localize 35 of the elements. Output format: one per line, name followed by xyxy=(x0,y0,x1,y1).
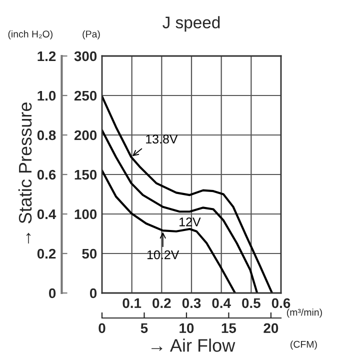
text: (CFM) xyxy=(290,340,317,350)
line-series xyxy=(102,129,258,293)
line-series xyxy=(102,170,236,293)
y2-tick-label: 0.8 xyxy=(37,130,56,140)
y-tick-label: 50 xyxy=(82,248,97,259)
y2-axis-title: (inch H₂O) xyxy=(8,30,52,40)
y2-tick-label: 0.6 xyxy=(37,170,56,180)
y-tick-label: 150 xyxy=(74,170,97,180)
y-axis-title: (Pa) xyxy=(82,30,100,40)
y2-tick-label: 0.4 xyxy=(37,209,56,220)
y-tick-label: 0 xyxy=(90,288,97,298)
text: → Static Pressure xyxy=(18,102,32,244)
x2-tick-label: 0 xyxy=(98,323,106,334)
y-tick-label: 250 xyxy=(74,90,97,101)
x2-tick-label: 20 xyxy=(264,323,278,334)
x2-tick-label: 15 xyxy=(222,323,236,334)
chart-title: J speed xyxy=(162,16,220,32)
y-tick-label: 200 xyxy=(74,130,97,140)
text: (m³/min) xyxy=(286,308,322,318)
y-tick-label: 100 xyxy=(74,209,97,220)
x-axis-title: → Air Flow xyxy=(152,338,236,352)
x-tick-label: 0.5 xyxy=(242,298,260,308)
y-tick-label: 300 xyxy=(74,51,97,62)
line-series xyxy=(102,95,274,293)
y2-tick-label: 1.2 xyxy=(38,51,56,62)
x-tick-label: 0.3 xyxy=(182,298,201,308)
x2-tick-label: 5 xyxy=(140,323,148,334)
y2-tick-label: 0 xyxy=(48,288,56,298)
y2-tick-label: 1.0 xyxy=(38,90,56,101)
x-tick-label: 0.1 xyxy=(122,298,142,308)
y2-tick-label: 0.2 xyxy=(37,248,56,259)
x-tick-label: 0.6 xyxy=(272,298,290,308)
x2-tick-label: 10 xyxy=(180,323,194,334)
x-tick-label: 0.2 xyxy=(152,298,171,308)
x-tick-label: 0.4 xyxy=(212,298,231,308)
